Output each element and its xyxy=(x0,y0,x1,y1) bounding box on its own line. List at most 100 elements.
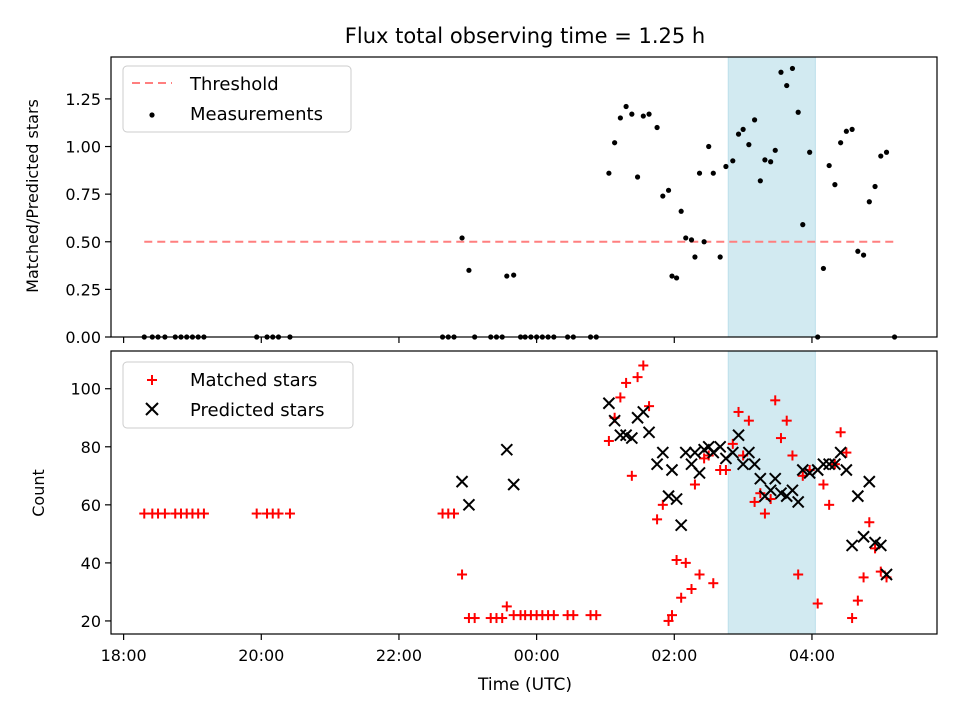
matched-star-point xyxy=(864,517,875,528)
matched-star-point xyxy=(787,450,798,461)
measurement-point xyxy=(617,115,623,121)
measurement-point xyxy=(646,111,652,117)
measurement-point xyxy=(872,183,878,190)
measurements-legend-label: Measurements xyxy=(190,104,323,125)
matched-star-point xyxy=(663,615,674,626)
measurement-point xyxy=(683,235,689,241)
predicted-star-point xyxy=(874,539,887,552)
predicted-star-point xyxy=(642,426,656,439)
matched-star-point xyxy=(159,508,170,519)
measurement-point xyxy=(710,170,716,176)
matched-legend-label: Matched stars xyxy=(190,370,317,391)
matched-star-point xyxy=(615,392,626,403)
matched-star-point xyxy=(469,613,480,624)
measurement-point xyxy=(768,159,774,165)
predicted-star-point xyxy=(455,475,469,488)
measurement-point xyxy=(459,235,465,241)
threshold-legend-label: Threshold xyxy=(189,74,279,95)
measurement-point xyxy=(723,163,729,170)
predicted-star-point xyxy=(834,446,847,459)
y-tick-label: 1.00 xyxy=(65,138,101,157)
predicted-star-point xyxy=(713,440,727,453)
top-x-ticks xyxy=(123,337,813,343)
predicted-star-point xyxy=(742,446,756,459)
measurement-point xyxy=(800,222,806,228)
predicted-star-point xyxy=(803,466,816,480)
matched-star-point xyxy=(755,488,766,499)
predicted-stars-points xyxy=(455,397,893,581)
measurement-point xyxy=(832,182,838,188)
matched-star-point xyxy=(671,554,682,565)
measurement-point xyxy=(795,109,801,115)
measurement-point xyxy=(665,187,672,193)
measurement-point xyxy=(740,126,746,132)
measurement-point xyxy=(826,162,832,169)
predicted-star-point xyxy=(863,475,876,488)
y-tick-label: 100 xyxy=(70,380,101,399)
measurement-point xyxy=(762,157,768,163)
matched-star-point xyxy=(548,610,559,621)
predicted-star-point xyxy=(637,405,650,419)
measurement-point xyxy=(778,69,784,75)
predicted-star-point xyxy=(851,489,865,503)
top-axes-frame xyxy=(110,56,938,338)
y-tick-label: 20 xyxy=(81,612,101,631)
predicted-star-point xyxy=(500,443,513,456)
matched-star-point xyxy=(775,433,786,444)
measurement-point xyxy=(701,239,707,245)
measurement-point xyxy=(751,117,758,123)
measurement-point xyxy=(678,208,684,214)
matched-star-point xyxy=(457,569,468,580)
measurement-point xyxy=(688,237,695,243)
predicted-star-point xyxy=(822,457,836,471)
x-tick-label: 04:00 xyxy=(789,646,835,665)
bottom-legend: Matched stars Predicted stars xyxy=(122,361,354,429)
measurement-point xyxy=(692,254,698,260)
matched-star-point xyxy=(638,360,649,371)
matched-star-point xyxy=(652,514,663,525)
predicted-star-point xyxy=(462,498,476,512)
predicted-star-point xyxy=(764,484,777,497)
matched-star-point xyxy=(644,401,655,412)
measurement-point xyxy=(696,170,703,176)
y-tick-label: 80 xyxy=(81,438,101,457)
predicted-star-point xyxy=(614,428,627,442)
matched-star-point xyxy=(657,499,668,510)
matched-star-point xyxy=(770,395,781,406)
measurement-point xyxy=(820,265,827,272)
predicted-star-point xyxy=(679,446,692,459)
predicted-star-point xyxy=(688,446,702,459)
matched-star-point xyxy=(781,415,792,426)
top-legend-box xyxy=(122,65,352,133)
measurement-point xyxy=(466,267,472,273)
matched-star-point xyxy=(497,613,508,624)
matched-star-point xyxy=(689,479,700,490)
matched-legend-swatch xyxy=(147,375,157,385)
matched-star-point xyxy=(847,613,858,624)
predicted-star-point xyxy=(665,463,679,477)
matched-star-point xyxy=(749,496,760,507)
matched-star-point xyxy=(812,598,823,609)
predicted-star-point xyxy=(845,539,859,552)
predicted-star-point xyxy=(656,446,670,459)
measurement-point xyxy=(735,131,742,137)
predicted-star-point xyxy=(662,489,675,503)
measurement-point xyxy=(843,128,849,134)
measurement-point xyxy=(757,178,763,184)
matched-star-point xyxy=(591,610,602,621)
measurement-point xyxy=(838,140,844,146)
predicted-star-point xyxy=(602,397,616,410)
measurement-point xyxy=(511,272,517,278)
predicted-star-point xyxy=(796,463,809,477)
measurement-point xyxy=(612,140,618,146)
matched-star-point xyxy=(621,377,632,388)
matched-star-point xyxy=(626,470,637,481)
x-tick-label: 20:00 xyxy=(238,646,284,665)
measurement-point xyxy=(606,170,612,176)
bottom-x-ticks: 18:00 20:00 22:00 00:00 02:00 04:00 xyxy=(101,634,835,665)
predicted-star-point xyxy=(650,457,664,471)
matched-star-point xyxy=(666,610,677,621)
predicted-star-point xyxy=(674,518,688,532)
matched-stars-points xyxy=(139,360,892,626)
measurement-point xyxy=(640,113,646,119)
